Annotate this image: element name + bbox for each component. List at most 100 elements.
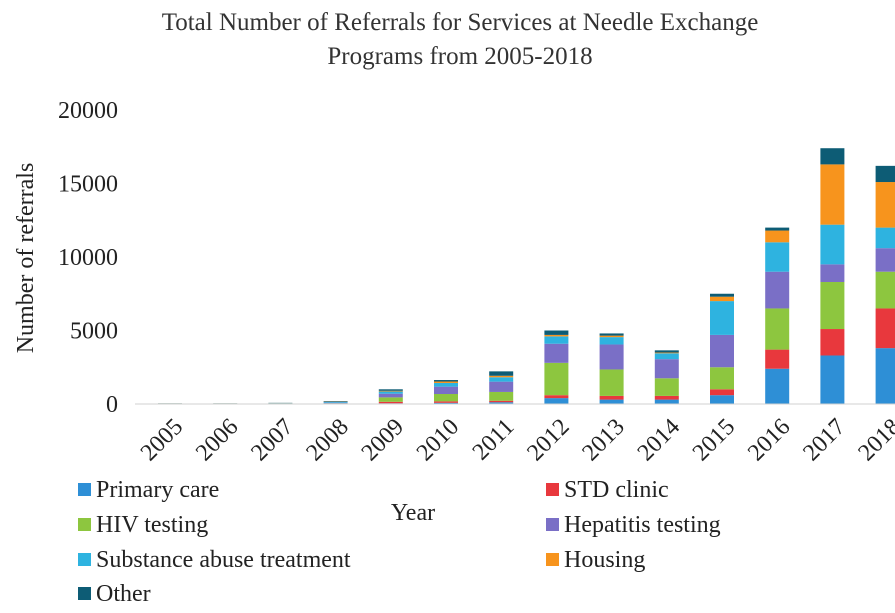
bar-segment [434,381,458,383]
x-tick-label: 2018 [854,414,895,466]
bar-segment [544,398,569,404]
bar-segment [599,369,624,396]
bar-segment [599,333,624,336]
bar-segment [599,344,624,370]
bar-segment [765,271,790,309]
y-tick-label: 20000 [58,98,118,124]
y-axis-label: Number of referrals [13,163,39,354]
bar-segment [765,227,790,231]
bar-segment [323,401,348,403]
bar-segment [875,165,895,183]
bar-segment [434,382,458,387]
legend-swatch [78,483,91,496]
bar-segment [544,336,569,344]
bar-segment [875,227,895,249]
bar-segment [544,395,569,399]
bar-segment [820,264,845,282]
bar-segment [378,393,403,398]
bar-segment [820,224,845,265]
bar-segment [710,293,734,297]
y-tick-label: 0 [106,392,118,418]
y-tick-label: 15000 [58,172,118,198]
bar-segment [489,375,514,378]
x-tick-label: 2011 [468,414,520,466]
bar-segment [434,380,458,382]
bar-segment [875,182,895,228]
bar-segment [765,308,790,350]
bar-segment [378,391,403,394]
chart-title-line-1: Total Number of Referrals for Services a… [162,9,759,36]
bar-segment [875,248,895,272]
bar-segment [599,399,624,404]
bar-segment [378,401,403,404]
legend-label: Housing [564,547,645,573]
legend-label: Substance abuse treatment [96,547,351,573]
x-tick-label: 2017 [798,414,850,466]
legend-label: Primary care [96,477,219,503]
bar-segment [544,334,569,337]
legend-swatch [546,518,559,531]
bar-segment [599,335,624,338]
bar-segment [765,242,790,272]
bar-segment [875,271,895,309]
chart-title-line-2: Programs from 2005-2018 [327,43,592,70]
bar-segment [434,402,458,404]
bar-segment [489,371,514,376]
x-tick-label: 2006 [191,414,243,466]
bar-segment [544,362,569,396]
bar-segment [489,381,514,392]
x-tick-label: 2012 [522,414,574,466]
bar-segment [654,395,679,400]
bar-segment [434,386,458,395]
legend-swatch [78,553,91,566]
x-tick-label: 2015 [688,414,740,466]
bar-segment [820,355,845,404]
bar-segment [654,359,679,379]
bar-segment [710,296,734,302]
bar-segment [765,230,790,243]
bar-segment [765,349,790,369]
x-tick-label: 2009 [357,414,409,466]
bar-segment [544,343,569,363]
x-tick-label: 2007 [246,414,298,466]
x-tick-label: 2008 [302,414,354,466]
bar-segment [434,394,458,402]
bar-segment [654,350,679,353]
bar-segment [710,389,734,396]
x-axis-label: Year [391,500,435,526]
x-tick-label: 2016 [743,414,795,466]
y-tick-label: 10000 [58,245,118,271]
bar-segment [323,402,348,404]
bar-segment [378,397,403,402]
bar-segment [820,281,845,330]
bar-segment [489,391,514,401]
bar-segment [710,367,734,390]
bar-segment [654,352,679,354]
bar-segment [710,301,734,335]
bar-segment [599,395,624,400]
bar-segment [489,400,514,403]
bar-segment [875,308,895,349]
legend-label: Other [96,581,151,607]
legend-label: Hepatitis testing [564,512,721,538]
x-tick-label: 2013 [578,414,630,466]
legend-swatch [78,587,91,600]
bar-segment [489,377,514,382]
bar-segment [434,401,458,403]
y-tick-label: 5000 [70,319,118,345]
bar-segment [710,334,734,368]
bar-segment [654,353,679,360]
bar-segment [599,337,624,345]
x-axis-ticks: 2005 2006 2007 2008 2009 2010 2011 2012 2013 2014… [136,414,895,466]
bar-segment [378,390,403,392]
legend-label: STD clinic [564,477,669,503]
bar-segment [544,330,569,335]
bar-segment [820,164,845,225]
bar-segment [820,329,845,356]
bar-segment [654,399,679,404]
legend-swatch [546,483,559,496]
bar-segment [378,389,403,391]
bar-segment [323,401,348,402]
legend-swatch [546,553,559,566]
